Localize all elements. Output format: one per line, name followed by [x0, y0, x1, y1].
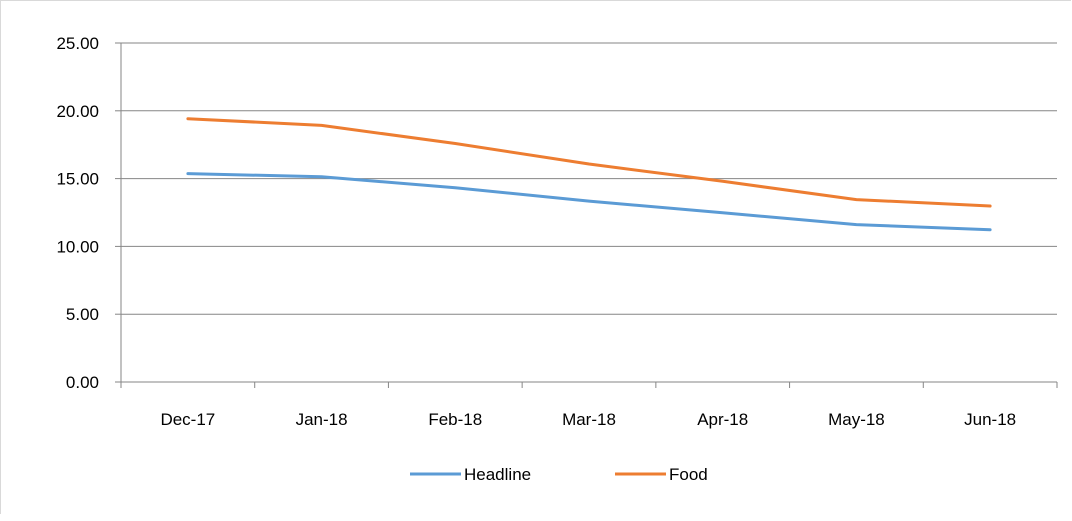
y-tick-label: 25.00	[56, 34, 99, 53]
x-tick-label: Feb-18	[428, 410, 482, 429]
gridlines	[121, 42, 1057, 315]
legend-label-headline: Headline	[464, 465, 531, 484]
y-axis-tick-labels: 0.00 5.00 10.00 15.00 20.00 25.00	[56, 34, 99, 392]
series-line-headline	[186, 172, 992, 232]
y-tick-label: 20.00	[56, 102, 99, 121]
legend: Headline Food	[410, 465, 708, 484]
x-tick-label: Apr-18	[697, 410, 748, 429]
x-tick-label: Dec-17	[160, 410, 215, 429]
y-tick-label: 5.00	[66, 305, 99, 324]
x-tick-label: Jun-18	[964, 410, 1016, 429]
y-tick-label: 0.00	[66, 373, 99, 392]
y-tick-label: 10.00	[56, 237, 99, 256]
x-tick-label: Mar-18	[562, 410, 616, 429]
x-tick-label: May-18	[828, 410, 885, 429]
series-lines	[186, 117, 992, 232]
x-axis-tick-labels: Dec-17 Jan-18 Feb-18 Mar-18 Apr-18 May-18 Jun-…	[160, 410, 1016, 429]
x-tick-label: Jan-18	[296, 410, 348, 429]
y-tick-label: 15.00	[56, 170, 99, 189]
axes	[115, 42, 1058, 388]
series-line-food	[186, 117, 992, 208]
legend-label-food: Food	[669, 465, 708, 484]
